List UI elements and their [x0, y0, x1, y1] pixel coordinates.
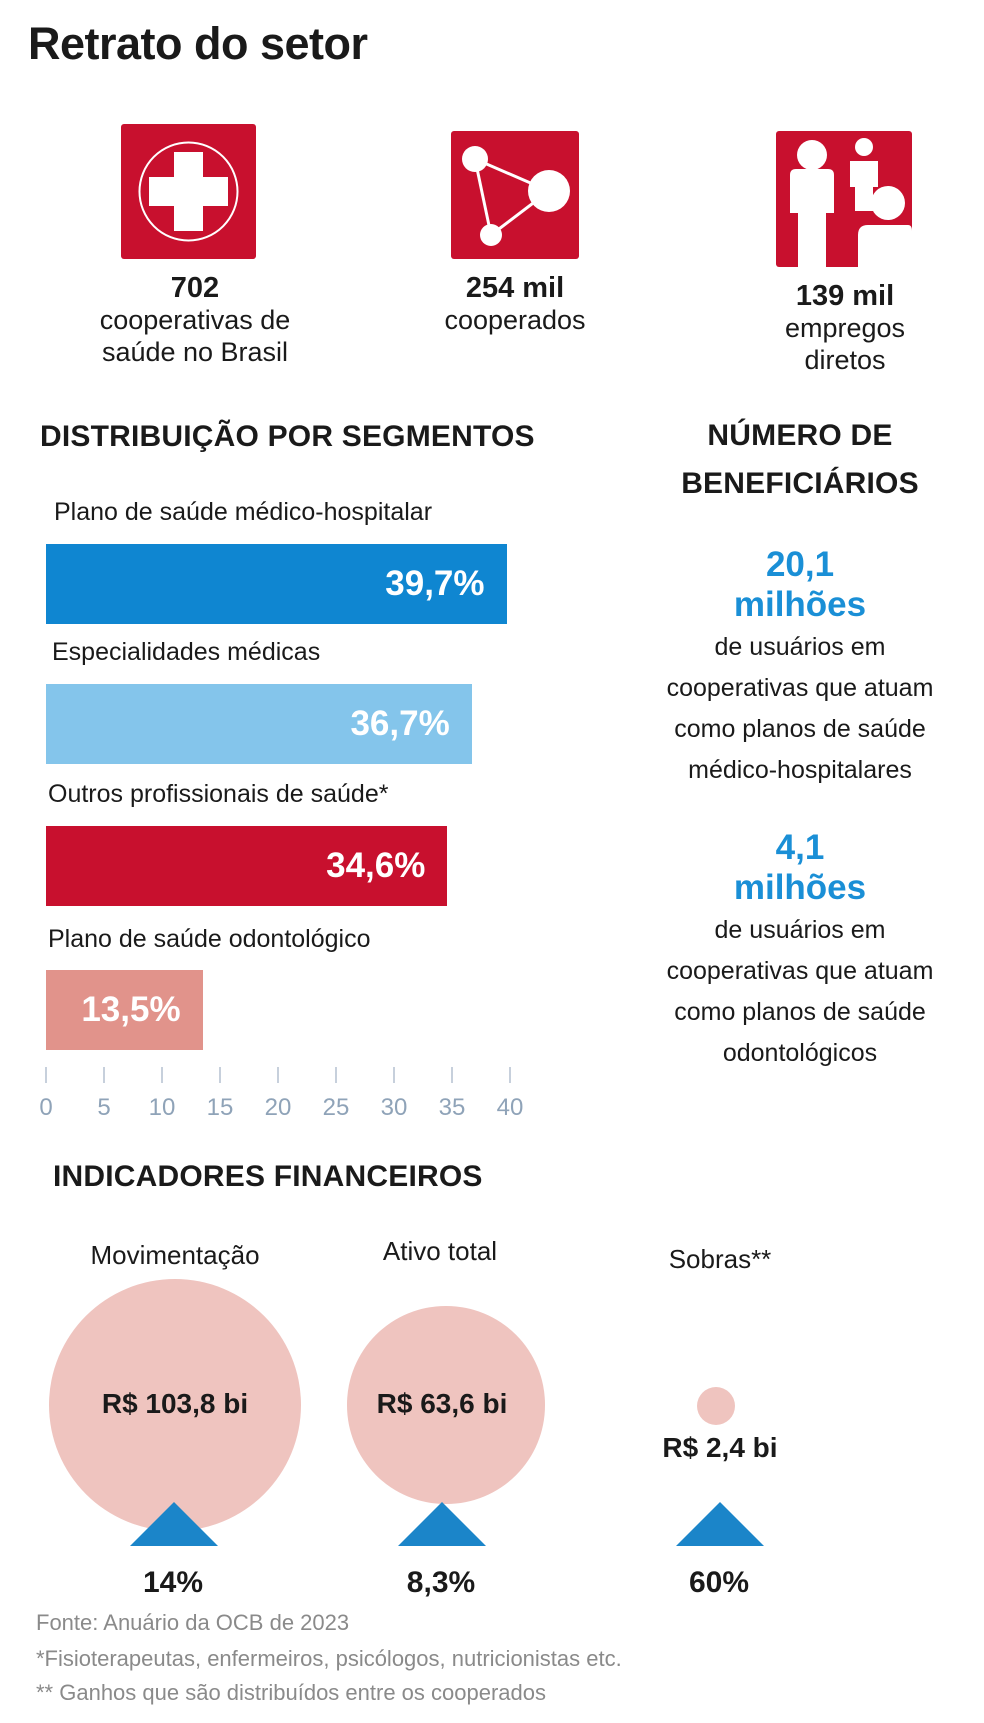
increase-arrow-icon: [676, 1502, 764, 1546]
axis-tick-label: 20: [264, 1094, 292, 1121]
bar: 39,7%: [46, 544, 507, 624]
axis-tick: [393, 1067, 395, 1083]
bar: 36,7%: [46, 684, 472, 764]
segments-heading: DISTRIBUIÇÃO POR SEGMENTOS: [40, 420, 535, 453]
beneficiaries-desc-line: de usuários em: [714, 633, 886, 661]
axis-tick: [277, 1067, 279, 1083]
beneficiaries-desc: de usuários em cooperativas que atuam co…: [620, 627, 980, 791]
bar-value-label: 36,7%: [350, 704, 450, 743]
beneficiaries-desc-line: médico-hospitalares: [688, 756, 912, 784]
financial-value: R$ 103,8 bi: [101, 1388, 249, 1419]
financial-value: R$ 63,6 bi: [376, 1388, 508, 1419]
bar-value-label: 39,7%: [385, 564, 485, 603]
bar-category-label: Outros profissionais de saúde*: [48, 780, 389, 808]
axis-tick-label: 25: [322, 1094, 350, 1121]
axis-tick-label: 10: [148, 1094, 176, 1121]
beneficiaries-desc-line: como planos de saúde: [674, 715, 926, 743]
stat-desc-line: cooperativas de: [99, 305, 291, 335]
axis-tick: [103, 1067, 105, 1083]
bar: 13,5%: [46, 970, 203, 1050]
axis-tick-label: 35: [438, 1094, 466, 1121]
footnote: *Fisioterapeutas, enfermeiros, psicólogo…: [36, 1646, 622, 1671]
financial-change: 8,3%: [406, 1566, 476, 1599]
beneficiaries-desc-line: como planos de saúde: [674, 998, 926, 1026]
stat-value: 702: [170, 272, 220, 304]
beneficiaries-heading-line: BENEFICIÁRIOS: [681, 467, 919, 500]
source-note: Fonte: Anuário da OCB de 2023: [36, 1610, 350, 1635]
increase-arrow-icon: [398, 1502, 486, 1546]
financial-change: 14%: [142, 1566, 204, 1599]
beneficiaries-heading: NÚMERO DE BENEFICIÁRIOS: [640, 412, 960, 508]
bar-category-label: Plano de saúde médico-hospitalar: [54, 498, 433, 526]
beneficiaries-desc-line: cooperativas que atuam: [666, 957, 934, 985]
medical-cross-icon: [121, 124, 256, 259]
bar-category-label: Especialidades médicas: [52, 638, 321, 666]
axis-tick: [335, 1067, 337, 1083]
financial-label: Movimentação: [90, 1240, 260, 1270]
bar-value-label: 34,6%: [326, 846, 426, 885]
stat-value: 139 mil: [795, 280, 895, 312]
stat-desc-line: empregos: [784, 313, 906, 343]
bar-value-label: 13,5%: [81, 990, 181, 1029]
bar: 34,6%: [46, 826, 448, 906]
financial-value: R$ 2,4 bi: [662, 1432, 778, 1463]
people-icon: [776, 131, 912, 267]
page-title: Retrato do setor: [28, 18, 368, 69]
beneficiaries-desc: de usuários em cooperativas que atuam co…: [620, 910, 980, 1074]
beneficiaries-item: 20,1 milhões de usuários em cooperativas…: [620, 545, 980, 791]
footnote: ** Ganhos que são distribuídos entre os …: [36, 1680, 546, 1705]
bar-category-label: Plano de saúde odontológico: [48, 925, 371, 953]
stat-jobs: 139 mil empregos diretos: [710, 280, 980, 376]
beneficiaries-value-line: 20,1: [765, 545, 835, 584]
beneficiaries-value: 20,1 milhões: [620, 545, 980, 625]
axis-tick-label: 5: [97, 1094, 111, 1121]
beneficiaries-desc-line: odontológicos: [722, 1039, 878, 1067]
axis-tick-label: 30: [380, 1094, 408, 1121]
stat-desc-line: diretos: [804, 345, 886, 375]
axis-tick: [161, 1067, 163, 1083]
beneficiaries-desc-line: cooperativas que atuam: [666, 674, 934, 702]
financial-heading: INDICADORES FINANCEIROS: [53, 1160, 483, 1193]
beneficiaries-value-line: 4,1: [775, 828, 825, 867]
axis-tick: [509, 1067, 511, 1083]
financial-circle: [696, 1386, 736, 1426]
beneficiaries-value: 4,1 milhões: [620, 828, 980, 908]
financial-label: Ativo total: [382, 1236, 498, 1266]
beneficiaries-heading-line: NÚMERO DE: [707, 419, 893, 452]
beneficiaries-value-line: milhões: [733, 868, 867, 907]
stat-cooperatives: 702 cooperativas de saúde no Brasil: [60, 272, 330, 368]
axis-tick-label: 0: [39, 1094, 53, 1121]
increase-arrow-icon: [130, 1502, 218, 1546]
axis-tick-label: 15: [206, 1094, 234, 1121]
financial-change: 60%: [688, 1566, 750, 1599]
beneficiaries-desc-line: de usuários em: [714, 916, 886, 944]
axis-tick: [45, 1067, 47, 1083]
axis-tick: [451, 1067, 453, 1083]
network-nodes-icon: [451, 131, 579, 259]
stat-desc-line: saúde no Brasil: [101, 337, 289, 367]
stat-members: 254 mil cooperados: [380, 272, 650, 336]
beneficiaries-item: 4,1 milhões de usuários em cooperativas …: [620, 828, 980, 1074]
beneficiaries-value-line: milhões: [733, 585, 867, 624]
stat-value: 254 mil: [465, 272, 565, 304]
axis-tick-label: 40: [496, 1094, 524, 1121]
financial-label: Sobras**: [668, 1244, 772, 1274]
stat-desc-line: cooperados: [444, 305, 586, 335]
axis-tick: [219, 1067, 221, 1083]
